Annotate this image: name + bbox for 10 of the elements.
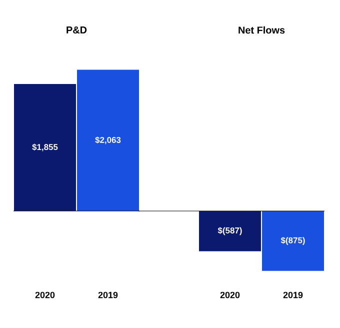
x-tick-label: 2020: [220, 292, 240, 298]
data-label: $1,855: [32, 144, 58, 152]
data-label: $(875): [280, 236, 305, 245]
x-tick-label: 2019: [283, 292, 303, 298]
x-tick-label: 2020: [35, 292, 55, 298]
data-label: $(587): [218, 227, 242, 236]
chart-title: Net Flows: [238, 26, 285, 34]
x-tick-label: 2019: [98, 292, 118, 298]
chart-title: P&D: [66, 26, 87, 34]
data-label: $2,063: [95, 136, 121, 144]
